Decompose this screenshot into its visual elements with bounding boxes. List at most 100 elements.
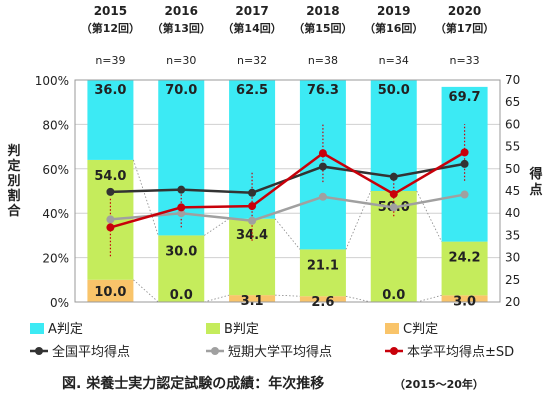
left-tick-label: 80% xyxy=(42,118,69,132)
category-label: 2020 xyxy=(448,4,481,18)
bar-segment xyxy=(299,296,346,302)
n-label: n=34 xyxy=(379,54,409,67)
connector-line xyxy=(345,190,372,250)
category-sublabel: （第12回） xyxy=(81,21,140,35)
n-label: n=33 xyxy=(449,54,479,67)
bar-segment xyxy=(299,249,346,297)
left-tick-label: 0% xyxy=(50,296,69,310)
bar-segment xyxy=(441,295,488,302)
connector-line xyxy=(204,294,230,303)
category-sublabel: （第16回） xyxy=(364,21,423,35)
data-label: 34.4 xyxy=(236,228,268,243)
n-label: n=30 xyxy=(166,54,196,67)
connector-line xyxy=(274,218,301,250)
data-label: 24.2 xyxy=(449,251,481,266)
legend-swatch xyxy=(385,323,399,334)
data-label: 3.1 xyxy=(241,294,264,309)
data-label: 0.0 xyxy=(382,288,405,303)
series-point xyxy=(106,187,115,196)
series-point xyxy=(460,148,469,157)
series-point xyxy=(177,185,186,194)
left-axis-title: 定 xyxy=(6,158,20,174)
data-label: 36.0 xyxy=(94,83,126,98)
left-tick-label: 40% xyxy=(42,207,69,221)
series-point xyxy=(389,203,398,212)
category-sublabel: （第13回） xyxy=(152,21,211,35)
left-axis-title: 別 xyxy=(6,174,20,189)
series-point xyxy=(248,202,257,211)
right-tick-label: 35 xyxy=(505,228,520,242)
category-label: 2018 xyxy=(306,4,339,18)
series-point xyxy=(389,190,398,199)
right-tick-label: 30 xyxy=(505,251,520,265)
category-label: 2017 xyxy=(235,4,268,18)
chart-caption-sub: （2015～20年） xyxy=(394,377,484,391)
connector-line xyxy=(133,279,159,303)
right-tick-label: 40 xyxy=(505,206,520,220)
right-tick-label: 70 xyxy=(505,73,520,87)
n-label: n=38 xyxy=(308,54,338,67)
legend-label: 短期大学平均得点 xyxy=(228,344,332,360)
legend-marker xyxy=(35,347,43,355)
connector-line xyxy=(345,295,371,303)
legend-label: B判定 xyxy=(224,322,259,337)
legend-marker xyxy=(211,347,219,355)
legend-swatch xyxy=(206,323,220,334)
right-tick-label: 20 xyxy=(505,295,520,309)
category-sublabel: （第15回） xyxy=(293,21,352,35)
n-label: n=39 xyxy=(95,54,125,67)
series-point xyxy=(389,172,398,181)
connector-line xyxy=(416,190,442,242)
right-tick-label: 55 xyxy=(505,140,520,154)
right-tick-label: 65 xyxy=(505,95,520,109)
bar-segment xyxy=(87,80,134,160)
data-label: 3.0 xyxy=(453,294,476,309)
series-point xyxy=(177,209,186,218)
series-point xyxy=(248,188,257,197)
series-line xyxy=(110,193,465,223)
series-point xyxy=(106,223,115,232)
left-tick-label: 20% xyxy=(42,252,69,266)
right-tick-label: 50 xyxy=(505,162,520,176)
data-label: 10.0 xyxy=(94,285,126,300)
series-point xyxy=(318,162,327,171)
series-point xyxy=(248,216,257,225)
right-tick-label: 60 xyxy=(505,117,520,131)
series-point xyxy=(460,190,469,199)
bar-segment xyxy=(441,241,488,296)
series-point xyxy=(177,203,186,212)
legend-label: A判定 xyxy=(48,322,83,337)
left-axis-title: 割 xyxy=(7,188,20,204)
legend-label: C判定 xyxy=(403,322,438,337)
data-label: 76.3 xyxy=(307,83,339,98)
right-axis-title: 得 xyxy=(528,166,542,182)
data-label: 0.0 xyxy=(170,288,193,303)
bar-segment xyxy=(229,295,276,302)
data-label: 50.0 xyxy=(378,83,410,98)
right-tick-label: 25 xyxy=(505,273,520,287)
series-line xyxy=(110,151,466,229)
connector-line xyxy=(204,218,230,236)
series-point xyxy=(318,192,327,201)
data-label: 69.7 xyxy=(449,90,481,105)
data-label: 70.0 xyxy=(165,83,197,98)
bar-segment xyxy=(229,218,276,296)
chart-caption: 図. 栄養士実力認定試験の成績：年次推移 xyxy=(62,375,324,392)
category-sublabel: （第14回） xyxy=(222,21,281,35)
data-label: 54.0 xyxy=(94,169,126,184)
right-axis-title: 点 xyxy=(529,182,542,198)
data-label: 62.5 xyxy=(236,83,268,98)
series-point xyxy=(106,215,115,224)
series-point xyxy=(318,149,327,158)
left-tick-label: 100% xyxy=(35,74,69,88)
category-label: 2016 xyxy=(165,4,198,18)
data-label: 30.0 xyxy=(165,244,197,259)
legend-label: 全国平均得点 xyxy=(52,344,130,360)
plot-frame xyxy=(74,79,501,303)
bar-segment xyxy=(87,279,134,302)
category-label: 2019 xyxy=(377,4,410,18)
connector-line xyxy=(275,294,300,297)
connector-line xyxy=(133,159,159,236)
right-tick-label: 45 xyxy=(505,184,520,198)
